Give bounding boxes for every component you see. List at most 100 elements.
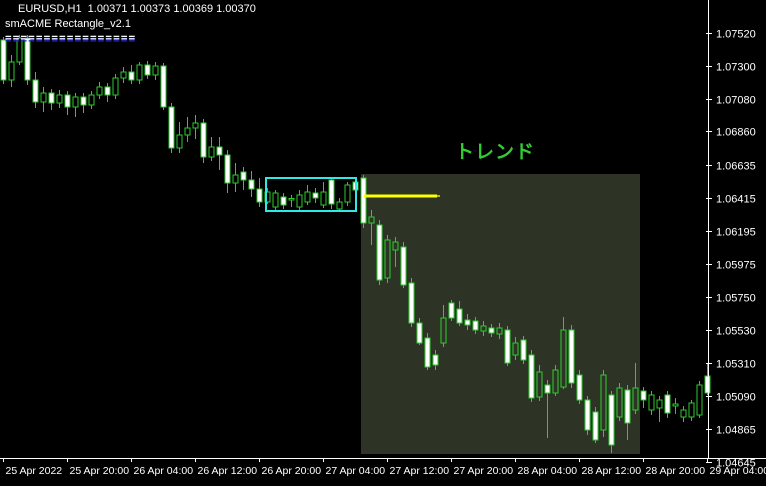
bull-candle	[688, 402, 695, 418]
bull-candle	[272, 192, 279, 208]
bull-candle	[560, 329, 567, 388]
time-axis-label: 26 Apr 20:00	[262, 465, 322, 477]
bull-candle	[88, 94, 95, 106]
bear-candle	[376, 224, 383, 281]
time-axis-label: 25 Apr 20:00	[70, 465, 130, 477]
price-axis-label: 1.07080	[716, 95, 756, 107]
bull-candle	[112, 77, 119, 96]
bull-candle	[536, 371, 543, 398]
bear-candle	[624, 389, 631, 424]
breakout-rectangle[interactable]	[265, 177, 357, 212]
time-axis-label: 27 Apr 04:00	[326, 465, 386, 477]
bear-candle	[464, 319, 471, 326]
bear-candle	[488, 327, 495, 334]
bear-candle	[32, 79, 39, 103]
bull-candle	[368, 216, 375, 224]
price-axis-label: 1.06635	[716, 161, 756, 173]
bull-candle	[304, 191, 311, 203]
bear-candle	[160, 65, 167, 108]
separator-line: =================	[5, 31, 137, 44]
bull-candle	[632, 387, 639, 411]
bear-candle	[416, 322, 423, 344]
bull-candle	[184, 127, 191, 136]
time-axis-label: 25 Apr 2022	[6, 465, 63, 477]
bull-candle	[600, 374, 607, 431]
bear-candle	[408, 282, 415, 324]
bear-candle	[584, 399, 591, 431]
bear-candle	[48, 92, 55, 104]
bull-candle	[440, 317, 447, 344]
time-axis-label: 28 Apr 12:00	[582, 465, 642, 477]
bear-candle	[568, 329, 575, 384]
trend-label[interactable]: トレンド	[455, 142, 535, 163]
bear-candle	[64, 94, 71, 108]
bull-candle	[696, 384, 703, 416]
bear-candle	[664, 394, 671, 414]
bear-candle	[216, 146, 223, 156]
price-axis-label: 1.05750	[716, 293, 756, 305]
time-axis-label: 26 Apr 04:00	[134, 465, 194, 477]
bear-candle	[0, 39, 7, 81]
time-axis-label: 28 Apr 20:00	[646, 465, 706, 477]
time-axis-label: 28 Apr 04:00	[518, 465, 578, 477]
time-axis-label: 27 Apr 20:00	[454, 465, 514, 477]
price-axis-label: 1.04865	[716, 425, 756, 437]
bull-candle	[176, 134, 183, 149]
bear-candle	[80, 96, 87, 106]
time-axis-label: 29 Apr 04:00	[710, 465, 766, 477]
bull-candle	[152, 65, 159, 76]
separator-shadow: =================	[5, 33, 137, 46]
bull-candle	[208, 146, 215, 158]
bull-candle	[392, 241, 399, 251]
bear-candle	[456, 308, 463, 324]
bear-candle	[608, 394, 615, 446]
bear-candle	[248, 179, 255, 190]
bull-candle	[384, 239, 391, 279]
bear-candle	[280, 196, 287, 206]
bear-candle	[504, 329, 511, 364]
bear-candle	[256, 188, 263, 203]
price-axis-label: 1.05530	[716, 326, 756, 338]
bull-candle	[680, 409, 687, 418]
trend-zone-rectangle[interactable]	[361, 174, 640, 454]
bull-candle	[72, 96, 79, 108]
bear-candle	[128, 71, 135, 81]
bear-candle	[360, 177, 367, 224]
bull-candle	[648, 394, 655, 411]
price-axis-label: 1.04645	[716, 458, 756, 470]
bull-candle	[56, 94, 63, 104]
bull-candle	[96, 86, 103, 96]
quote-line: EURUSD,H1 1.00371 1.00373 1.00369 1.0037…	[18, 3, 256, 15]
bull-candle	[296, 194, 303, 208]
bear-candle	[224, 154, 231, 184]
bull-candle	[320, 191, 327, 206]
price-axis-label: 1.06415	[716, 194, 756, 206]
bear-candle	[328, 179, 335, 205]
bear-candle	[592, 411, 599, 441]
bull-candle	[480, 325, 487, 332]
bear-candle	[200, 122, 207, 158]
bear-candle	[240, 171, 247, 181]
bull-candle	[672, 403, 679, 407]
price-axis-label: 1.05310	[716, 359, 756, 371]
bear-candle	[424, 337, 431, 368]
price-axis-label: 1.05975	[716, 260, 756, 272]
bear-candle	[24, 37, 31, 81]
bull-candle	[16, 37, 23, 63]
bull-candle	[120, 71, 127, 79]
bull-candle	[512, 342, 519, 356]
price-axis-label: 1.06195	[716, 227, 756, 239]
time-axis-label: 26 Apr 12:00	[198, 465, 258, 477]
bull-candle	[552, 369, 559, 394]
bull-candle	[336, 201, 343, 210]
bull-candle	[192, 122, 199, 129]
price-axis-label: 1.06860	[716, 127, 756, 139]
bear-candle	[528, 354, 535, 399]
time-axis-label: 27 Apr 12:00	[390, 465, 450, 477]
bull-candle	[8, 61, 15, 81]
bear-candle	[520, 339, 527, 361]
bull-candle	[288, 197, 295, 201]
bear-candle	[704, 375, 711, 394]
